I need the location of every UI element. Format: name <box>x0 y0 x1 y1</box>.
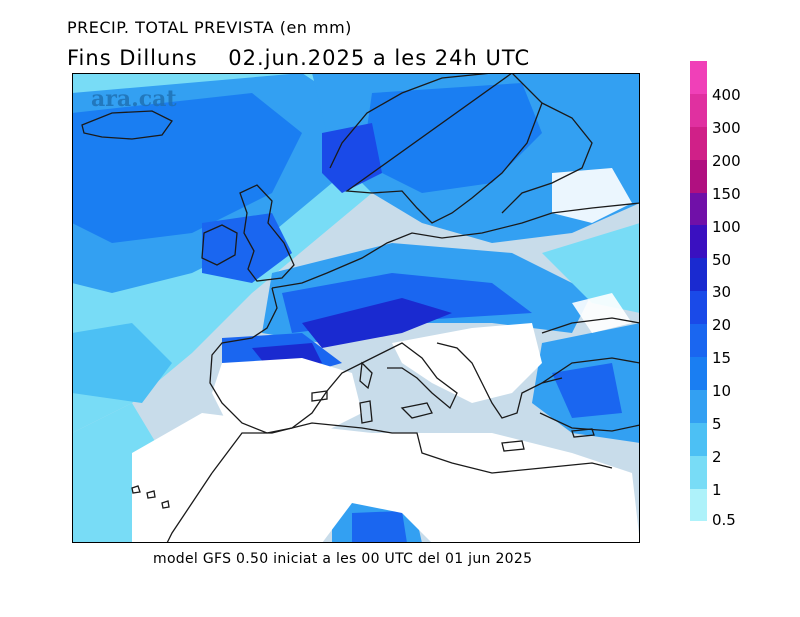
legend-swatch <box>690 61 707 94</box>
legend-label: 0.5 <box>712 510 736 529</box>
coastlines <box>81 73 640 543</box>
watermark-logo: ara.cat <box>91 86 177 112</box>
legend-label: 10 <box>712 382 732 401</box>
legend-label: 30 <box>712 283 732 302</box>
map-canvas <box>72 73 640 543</box>
legend-swatch <box>690 192 707 226</box>
legend-swatch <box>690 126 707 160</box>
legend-swatch <box>690 324 707 358</box>
legend-label: 150 <box>712 184 741 203</box>
valid-time-line: Fins Dilluns 02.jun.2025 a les 24h UTC <box>67 46 531 70</box>
legend-colorbar: 400 300 200 150 100 50 30 20 15 10 5 2 1 0.5 <box>690 61 741 529</box>
legend-swatch <box>690 389 707 423</box>
legend-swatch <box>690 357 707 390</box>
precipitation-map <box>72 73 640 543</box>
legend-label: 200 <box>712 151 741 170</box>
legend-label: 5 <box>712 415 722 433</box>
legend-label: 400 <box>712 86 741 104</box>
legend-swatch <box>690 488 707 522</box>
legend-label: 2 <box>712 447 722 466</box>
legend-swatch <box>690 93 707 127</box>
legend-label: 1 <box>712 480 722 499</box>
legend-label: 100 <box>712 217 741 236</box>
model-info: model GFS 0.50 iniciat a les 00 UTC del … <box>153 551 533 567</box>
legend-swatch <box>690 258 707 292</box>
legend-label: 50 <box>712 250 732 269</box>
legend-swatch <box>690 225 707 259</box>
legend-swatch <box>690 422 707 456</box>
legend-swatch <box>690 291 707 325</box>
map-title: PRECIP. TOTAL PREVISTA (en mm) <box>67 18 352 37</box>
legend-label: 15 <box>712 349 732 368</box>
legend-label: 20 <box>712 316 732 335</box>
legend-label: 300 <box>712 118 741 137</box>
legend-swatch <box>690 159 707 193</box>
legend-swatch <box>690 455 707 489</box>
